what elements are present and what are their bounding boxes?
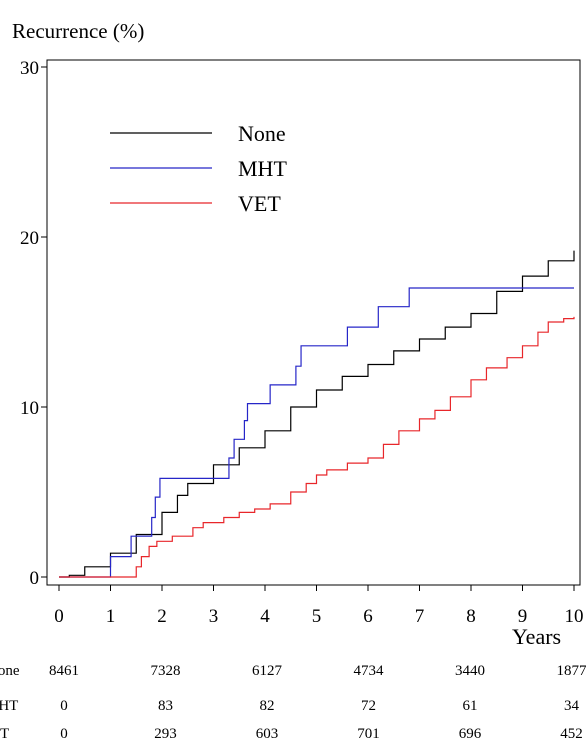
x-tick-label: 2 bbox=[157, 606, 167, 627]
risk-count: 6127 bbox=[252, 663, 283, 679]
y-axis-label: Recurrence (%) bbox=[12, 19, 144, 43]
series-line bbox=[59, 316, 575, 578]
legend-label: None bbox=[238, 121, 286, 146]
plot-frame bbox=[46, 59, 581, 586]
risk-count: 7328 bbox=[151, 663, 181, 679]
risk-count: 82 bbox=[260, 698, 275, 714]
x-tick-label: 4 bbox=[260, 606, 270, 627]
risk-count: 61 bbox=[463, 698, 478, 714]
risk-count: 34 bbox=[564, 698, 580, 714]
series-line bbox=[59, 250, 575, 578]
y-tick-label: 10 bbox=[20, 398, 39, 419]
x-tick-label: 1 bbox=[106, 606, 116, 627]
risk-row-label: MHT bbox=[0, 698, 18, 714]
x-tick-label: 0 bbox=[54, 606, 64, 627]
risk-count: 4734 bbox=[354, 663, 385, 679]
risk-count: 0 bbox=[60, 726, 68, 740]
risk-row-label: VET bbox=[0, 726, 9, 740]
risk-count: 293 bbox=[154, 726, 177, 740]
y-tick-label: 20 bbox=[20, 228, 39, 249]
legend-label: MHT bbox=[238, 156, 287, 181]
series-line bbox=[59, 287, 574, 578]
x-axis-label: Years bbox=[512, 624, 561, 649]
risk-row-label: None bbox=[0, 663, 20, 679]
risk-count: 8461 bbox=[49, 663, 79, 679]
x-tick-label: 9 bbox=[518, 606, 528, 627]
y-tick-label: 0 bbox=[30, 568, 40, 589]
risk-count: 696 bbox=[459, 726, 482, 740]
risk-count: 1877 bbox=[557, 663, 586, 679]
risk-count: 3440 bbox=[455, 663, 485, 679]
y-tick-label: 30 bbox=[20, 58, 39, 79]
x-tick-label: 10 bbox=[565, 606, 584, 627]
risk-count: 603 bbox=[256, 726, 279, 740]
risk-count: 452 bbox=[560, 726, 583, 740]
x-tick-label: 3 bbox=[209, 606, 219, 627]
x-tick-label: 7 bbox=[415, 606, 425, 627]
risk-count: 72 bbox=[361, 698, 376, 714]
risk-count: 0 bbox=[60, 698, 68, 714]
x-tick-label: 6 bbox=[363, 606, 373, 627]
risk-count: 83 bbox=[158, 698, 173, 714]
risk-count: 701 bbox=[357, 726, 380, 740]
legend-label: VET bbox=[238, 191, 281, 216]
x-tick-label: 5 bbox=[312, 606, 322, 627]
x-tick-label: 8 bbox=[466, 606, 476, 627]
